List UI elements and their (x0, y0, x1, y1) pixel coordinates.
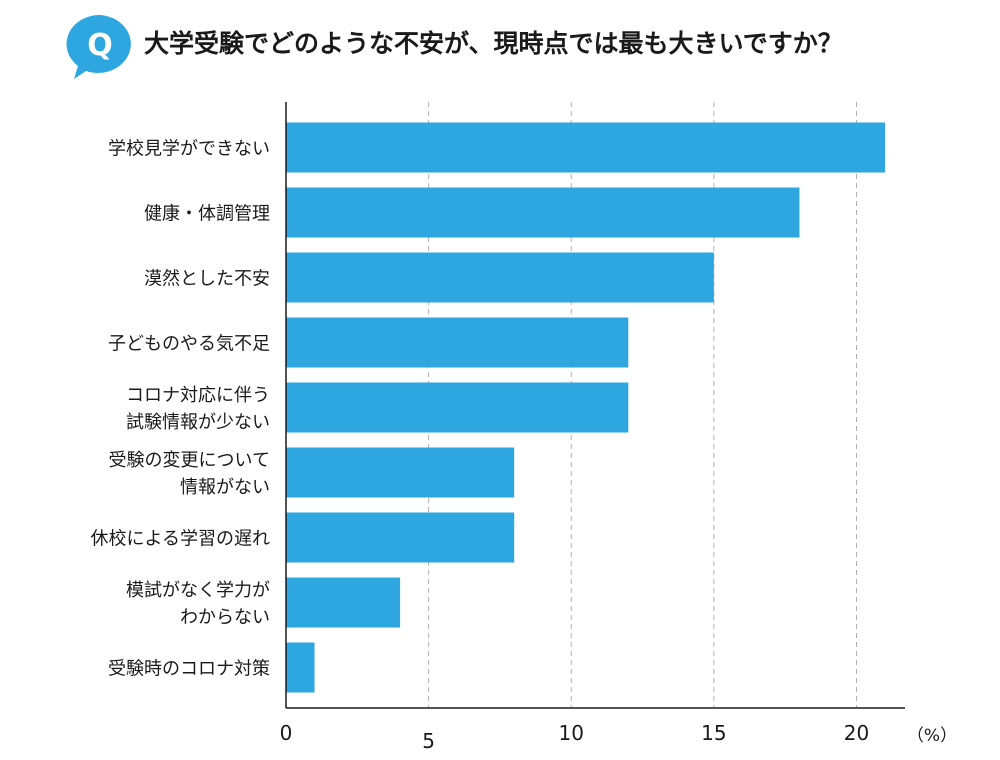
category-label: 情報がない (180, 477, 270, 498)
q-badge-icon (66, 14, 131, 79)
bar (286, 187, 800, 238)
category-label: 受験時のコロナ対策 (108, 659, 270, 680)
x-axis: 0 5 10 15 20 (280, 102, 905, 753)
x-tick-label: 5 (422, 729, 435, 753)
category-label: わからない (180, 607, 270, 628)
question-header: Q 大学受験でどのような不安が、現時点では最も大きいですか？ (66, 14, 843, 79)
category-label: 受験の変更について (109, 450, 270, 471)
bar (286, 512, 515, 563)
category-labels: 学校見学ができない健康・体調管理漠然とした不安子どものやる気不足コロナ対応に伴う… (91, 139, 270, 680)
category-label: 模試がなく学力が (126, 580, 270, 601)
bar (286, 642, 315, 693)
category-label: コロナ対応に伴う (126, 385, 270, 406)
bar (286, 577, 401, 628)
bar (286, 447, 515, 498)
bar (286, 122, 886, 173)
category-label: 漠然とした不安 (144, 269, 270, 290)
question-title: 大学受験でどのような不安が、現時点では最も大きいですか？ (144, 29, 843, 58)
category-label: 試験情報が少ない (126, 412, 270, 433)
category-label: 子どものやる気不足 (108, 334, 270, 355)
category-label: 休校による学習の遅れ (91, 529, 270, 550)
x-tick-label: 10 (559, 721, 584, 745)
x-tick-label: 20 (844, 721, 869, 745)
category-label: 健康・体調管理 (144, 204, 270, 225)
x-tick-label: 15 (701, 721, 726, 745)
bar (286, 317, 629, 368)
bars (286, 122, 886, 693)
bar (286, 252, 714, 303)
x-axis-unit: （%） (907, 726, 957, 746)
q-badge-letter: Q (87, 28, 113, 63)
x-tick-label: 0 (280, 721, 293, 745)
category-label: 学校見学ができない (108, 139, 270, 160)
bar (286, 382, 629, 433)
